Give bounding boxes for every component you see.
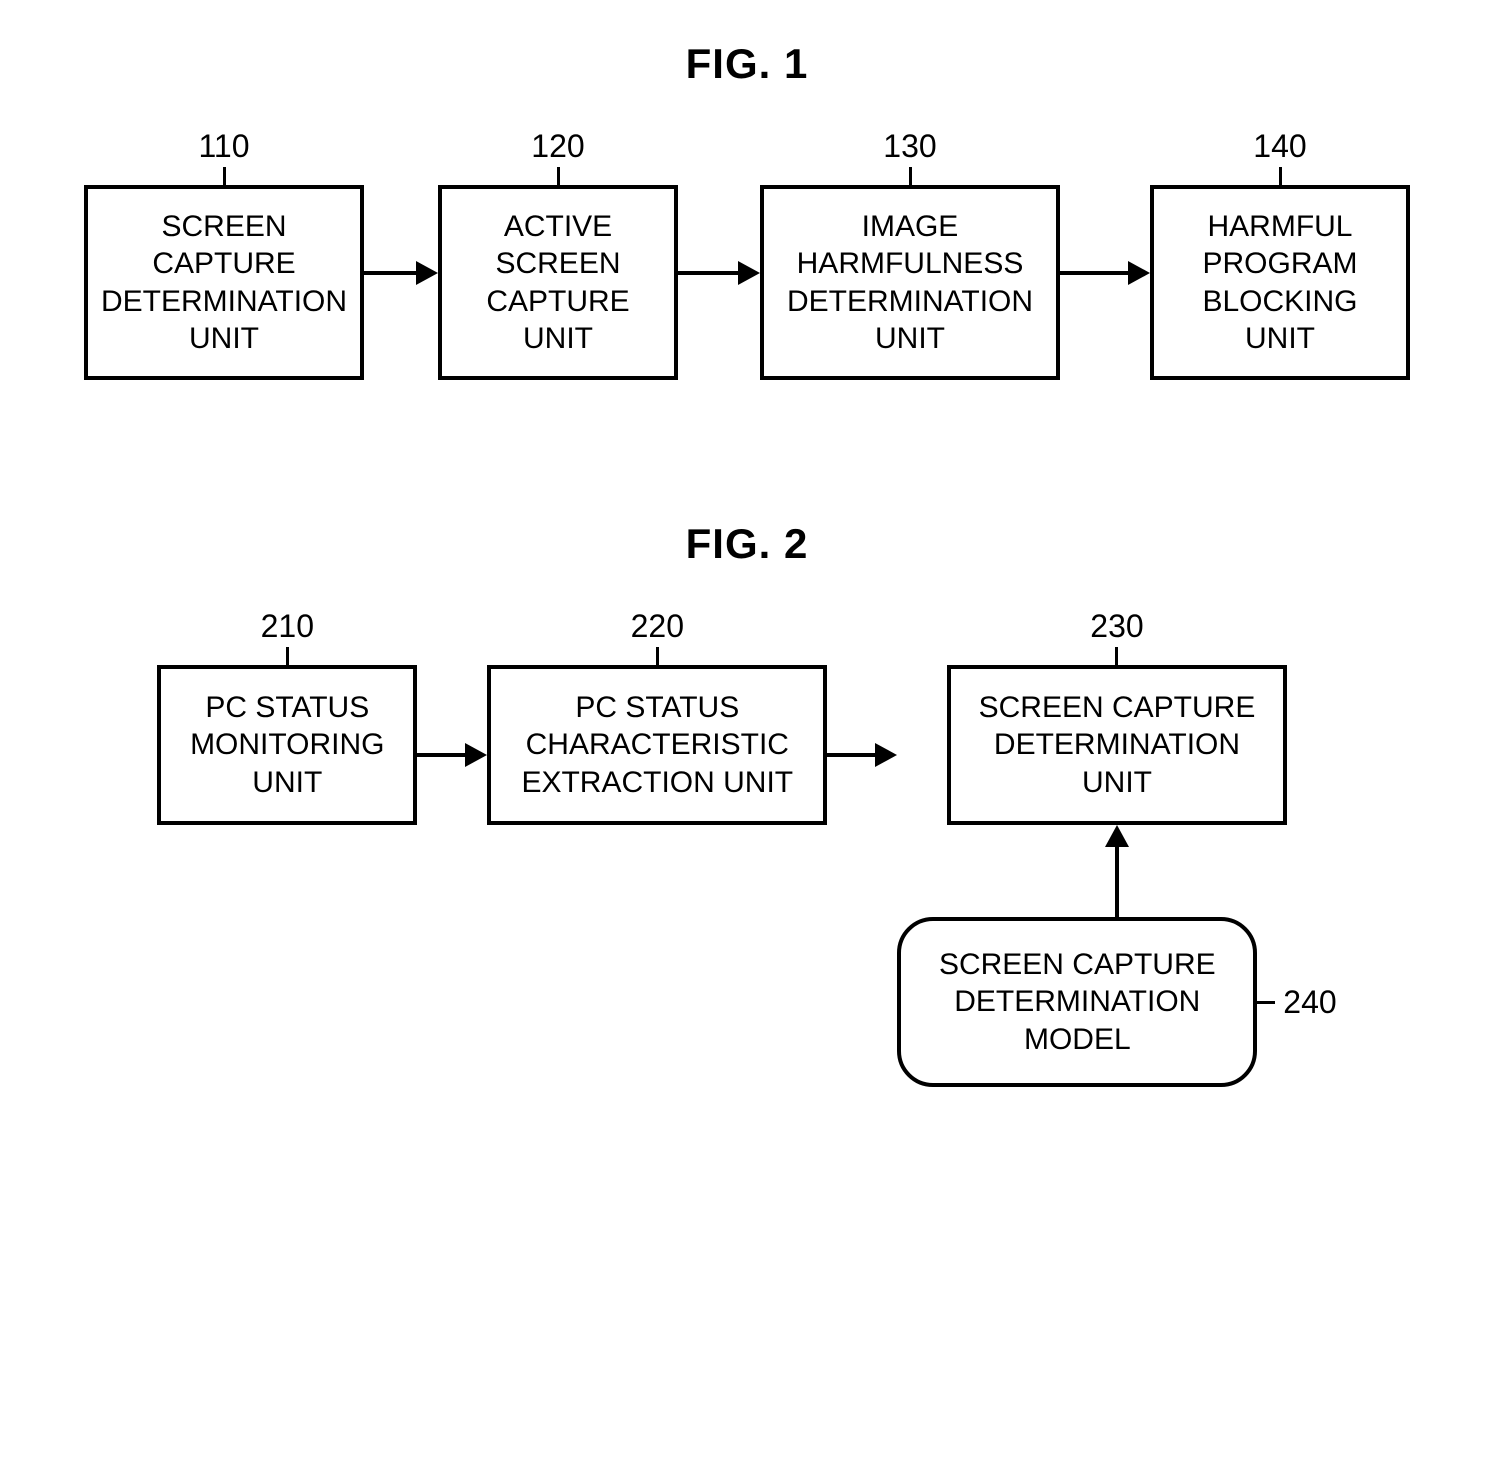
figure-1: FIG. 1 110 SCREEN CAPTURE DETERMINATION … bbox=[30, 40, 1464, 380]
ref-tick bbox=[557, 167, 560, 185]
node-140: 140 HARMFUL PROGRAM BLOCKING UNIT bbox=[1150, 128, 1410, 380]
node-120-ref: 120 bbox=[531, 128, 584, 165]
node-140-box: HARMFUL PROGRAM BLOCKING UNIT bbox=[1150, 185, 1410, 380]
arrow-240-230 bbox=[1105, 825, 1129, 917]
arrow-head-right-icon bbox=[738, 261, 760, 285]
arrow-120-130 bbox=[678, 261, 760, 285]
node-220: 220 PC STATUS CHARACTERISTIC EXTRACTION … bbox=[487, 608, 827, 825]
arrow-head-up-icon bbox=[1105, 825, 1129, 847]
node-230: 230 SCREEN CAPTURE DETERMINATION UNIT bbox=[947, 608, 1287, 825]
arrow-head-right-icon bbox=[416, 261, 438, 285]
ref-tick bbox=[1257, 1001, 1275, 1004]
arrow-shaft bbox=[1115, 847, 1119, 917]
column-230-240: 230 SCREEN CAPTURE DETERMINATION UNIT SC… bbox=[897, 608, 1336, 1087]
arrow-220-230 bbox=[827, 743, 897, 767]
arrow-head-right-icon bbox=[875, 743, 897, 767]
arrow-130-140 bbox=[1060, 261, 1150, 285]
node-110-box: SCREEN CAPTURE DETERMINATION UNIT bbox=[84, 185, 364, 380]
node-210-box: PC STATUS MONITORING UNIT bbox=[157, 665, 417, 825]
ref-tick bbox=[286, 647, 289, 665]
node-240-box: SCREEN CAPTURE DETERMINATION MODEL bbox=[897, 917, 1257, 1087]
ref-tick bbox=[223, 167, 226, 185]
node-130-box: IMAGE HARMFULNESS DETERMINATION UNIT bbox=[760, 185, 1060, 380]
arrow-110-120 bbox=[364, 261, 438, 285]
arrow-shaft bbox=[827, 753, 875, 757]
node-110-ref: 110 bbox=[198, 128, 249, 165]
figure-1-title: FIG. 1 bbox=[30, 40, 1464, 88]
node-220-box: PC STATUS CHARACTERISTIC EXTRACTION UNIT bbox=[487, 665, 827, 825]
arrow-shaft bbox=[364, 271, 416, 275]
figure-2: FIG. 2 210 PC STATUS MONITORING UNIT 220… bbox=[30, 520, 1464, 1087]
arrow-shaft bbox=[678, 271, 738, 275]
node-140-ref: 140 bbox=[1253, 128, 1306, 165]
ref-tick bbox=[909, 167, 912, 185]
arrow-210-220 bbox=[417, 743, 487, 767]
arrow-head-right-icon bbox=[1128, 261, 1150, 285]
node-230-ref: 230 bbox=[1090, 608, 1143, 645]
ref-tick bbox=[1279, 167, 1282, 185]
node-240-row: SCREEN CAPTURE DETERMINATION MODEL 240 bbox=[897, 917, 1336, 1087]
arrow-head-right-icon bbox=[465, 743, 487, 767]
node-120-box: ACTIVE SCREEN CAPTURE UNIT bbox=[438, 185, 678, 380]
node-220-ref: 220 bbox=[631, 608, 684, 645]
figure-2-row: 210 PC STATUS MONITORING UNIT 220 PC STA… bbox=[30, 608, 1464, 1087]
figure-2-title: FIG. 2 bbox=[30, 520, 1464, 568]
node-240-ref-wrap: 240 bbox=[1257, 984, 1336, 1021]
figure-1-row: 110 SCREEN CAPTURE DETERMINATION UNIT 12… bbox=[30, 128, 1464, 380]
node-130: 130 IMAGE HARMFULNESS DETERMINATION UNIT bbox=[760, 128, 1060, 380]
node-240-ref: 240 bbox=[1283, 984, 1336, 1021]
arrow-shaft bbox=[1060, 271, 1128, 275]
node-210: 210 PC STATUS MONITORING UNIT bbox=[157, 608, 417, 825]
ref-tick bbox=[1115, 647, 1118, 665]
ref-tick bbox=[656, 647, 659, 665]
node-120: 120 ACTIVE SCREEN CAPTURE UNIT bbox=[438, 128, 678, 380]
arrow-shaft bbox=[417, 753, 465, 757]
node-210-ref: 210 bbox=[261, 608, 314, 645]
node-230-box: SCREEN CAPTURE DETERMINATION UNIT bbox=[947, 665, 1287, 825]
node-110: 110 SCREEN CAPTURE DETERMINATION UNIT bbox=[84, 128, 364, 380]
node-130-ref: 130 bbox=[883, 128, 936, 165]
